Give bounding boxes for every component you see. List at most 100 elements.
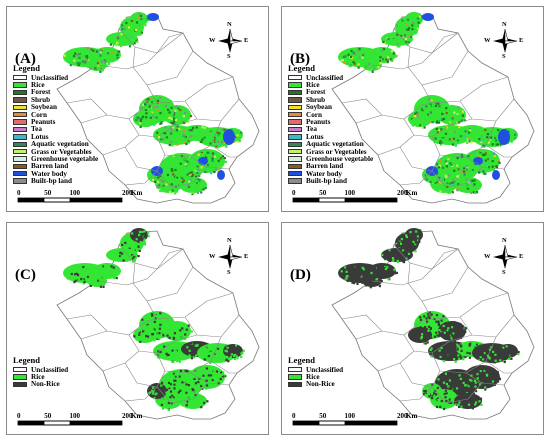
pixel-mark xyxy=(213,170,216,174)
pixel-mark xyxy=(462,168,465,172)
pixel-mark xyxy=(435,163,439,166)
pixel-mark xyxy=(437,166,440,169)
pixel-mark xyxy=(435,127,438,130)
pixel-mark xyxy=(473,155,476,158)
pixel-mark xyxy=(144,109,147,112)
pixel-mark xyxy=(164,332,167,335)
pixel-mark xyxy=(225,145,228,148)
pixel-mark xyxy=(189,179,192,182)
pixel-mark xyxy=(439,140,442,143)
district-boundary xyxy=(393,28,459,54)
pixel-mark xyxy=(137,245,140,248)
pixel-mark xyxy=(475,401,478,404)
pixel-mark xyxy=(343,51,346,54)
legend-title: Legend xyxy=(13,355,40,365)
pixel-mark xyxy=(180,334,183,337)
pixel-mark xyxy=(460,119,463,122)
scale-tick: 200 xyxy=(122,189,133,197)
pixel-mark xyxy=(495,139,498,142)
pixel-mark xyxy=(447,157,450,160)
pixel-mark xyxy=(453,339,456,342)
pixel-mark xyxy=(138,338,141,341)
pixel-mark xyxy=(156,99,160,102)
pixel-mark xyxy=(151,178,155,181)
pixel-mark xyxy=(196,138,199,141)
pixel-mark xyxy=(177,136,180,139)
scale-tick: 0 xyxy=(17,189,21,197)
pixel-mark xyxy=(78,62,81,65)
pixel-mark xyxy=(165,161,168,164)
pixel-mark xyxy=(485,167,488,170)
pixel-mark xyxy=(100,60,104,63)
pixel-mark xyxy=(442,324,445,328)
pixel-mark xyxy=(223,128,226,131)
pixel-mark xyxy=(396,43,399,46)
pixel-mark xyxy=(357,66,360,69)
pixel-mark xyxy=(222,371,225,374)
pixel-mark xyxy=(204,367,207,370)
pixel-mark xyxy=(155,119,158,122)
pixel-mark xyxy=(142,316,146,319)
pixel-mark xyxy=(194,394,197,397)
pixel-mark xyxy=(72,274,75,277)
pixel-mark xyxy=(188,175,191,178)
pixel-mark xyxy=(171,144,174,147)
pixel-mark xyxy=(160,180,163,183)
pixel-mark xyxy=(226,355,229,358)
pixel-mark xyxy=(173,175,176,178)
pixel-mark xyxy=(435,393,438,396)
pixel-mark xyxy=(218,157,221,160)
pixel-mark xyxy=(480,139,483,142)
pixel-mark xyxy=(188,180,191,183)
pixel-mark xyxy=(474,397,478,400)
pixel-mark xyxy=(415,237,418,240)
pixel-mark xyxy=(466,175,469,178)
pixel-mark xyxy=(190,129,193,132)
pixel-mark xyxy=(414,112,417,115)
pixel-mark xyxy=(419,330,422,333)
scale-tick: 50 xyxy=(319,189,327,197)
pixel-mark xyxy=(153,328,156,331)
pixel-mark xyxy=(421,118,424,121)
pixel-mark xyxy=(378,60,381,63)
pixel-mark xyxy=(493,153,496,156)
pixel-mark xyxy=(428,395,431,398)
pixel-mark xyxy=(169,162,172,165)
pixel-mark xyxy=(392,259,395,262)
legend-item: Shrub xyxy=(13,96,98,104)
pixel-mark xyxy=(109,55,112,58)
pixel-mark xyxy=(407,252,411,255)
pixel-mark xyxy=(392,52,395,55)
pixel-mark xyxy=(441,112,444,115)
classified-region xyxy=(179,393,209,409)
legend-swatch xyxy=(288,82,302,88)
pixel-mark xyxy=(415,232,418,235)
pixel-mark xyxy=(468,344,471,347)
pixel-mark xyxy=(399,36,402,39)
compass-e: E xyxy=(519,37,524,44)
pixel-mark xyxy=(378,285,381,288)
compass-e: E xyxy=(244,37,249,44)
pixel-mark xyxy=(442,138,445,141)
pixel-mark xyxy=(143,243,147,246)
pixel-mark xyxy=(159,312,162,315)
district-boundary xyxy=(156,372,208,404)
district-boundary xyxy=(118,28,184,54)
pixel-mark xyxy=(211,154,214,157)
pixel-mark xyxy=(442,166,445,169)
pixel-mark xyxy=(215,145,218,148)
pixel-mark xyxy=(97,64,100,67)
pixel-mark xyxy=(442,179,445,182)
pixel-mark xyxy=(447,385,450,388)
pixel-mark xyxy=(406,35,410,38)
pixel-mark xyxy=(81,60,85,63)
pixel-mark xyxy=(438,172,441,175)
pixel-mark xyxy=(175,118,178,121)
pixel-mark xyxy=(205,156,208,159)
pixel-mark xyxy=(159,351,162,354)
pixel-mark xyxy=(480,403,483,406)
pixel-mark xyxy=(76,272,79,275)
legend-swatch xyxy=(13,178,27,184)
pixel-mark xyxy=(439,404,442,407)
pixel-mark xyxy=(176,162,179,165)
